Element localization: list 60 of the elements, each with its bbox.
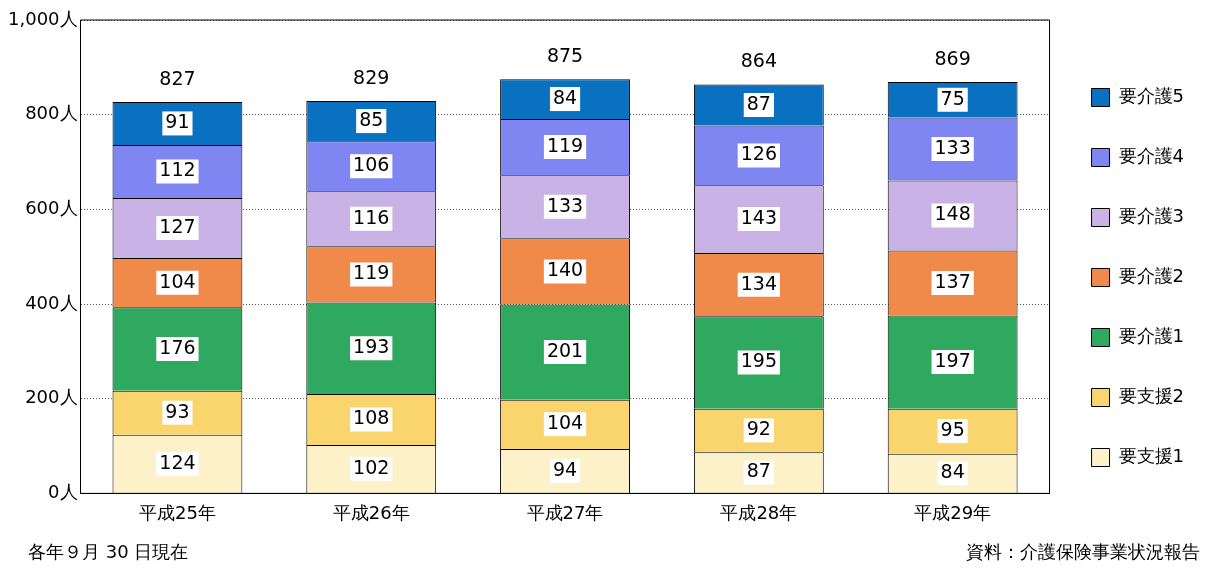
x-tick-label: 平成28年 xyxy=(720,501,798,523)
data-label: 91 xyxy=(165,110,190,133)
data-label: 84 xyxy=(552,86,578,108)
data-label: 106 xyxy=(353,153,390,176)
data-label: 75 xyxy=(940,86,965,109)
data-label: 112 xyxy=(159,158,196,181)
legend-label: 要介護1 xyxy=(1118,325,1184,347)
data-label: 84 xyxy=(940,460,965,483)
data-label: 124 xyxy=(159,450,196,473)
data-label: 108 xyxy=(353,406,390,429)
data-label: 133 xyxy=(934,135,971,158)
data-label: 102 xyxy=(353,455,390,478)
text: 各年９月 30 日現在 xyxy=(28,540,189,564)
total-label: 875 xyxy=(546,44,584,67)
data-label: 197 xyxy=(934,348,971,371)
legend-label: 要介護3 xyxy=(1118,205,1184,227)
y-tick-label: 800人 xyxy=(25,102,78,124)
data-label: 85 xyxy=(359,108,384,131)
total-label: 869 xyxy=(934,46,971,69)
data-label: 119 xyxy=(353,261,390,284)
data-label: 134 xyxy=(740,271,777,294)
total-label: 829 xyxy=(353,65,390,88)
data-label: 140 xyxy=(546,258,584,281)
total-label: 827 xyxy=(159,66,196,89)
data-label: 201 xyxy=(546,339,584,362)
data-label: 195 xyxy=(740,349,777,372)
data-label: 116 xyxy=(353,205,390,228)
legend-label: 要介護2 xyxy=(1118,265,1184,287)
data-label: 87 xyxy=(746,459,771,482)
y-tick-label: 400人 xyxy=(25,291,78,313)
text: 資料：介護保険事業状況報告 xyxy=(966,540,1200,564)
data-label: 137 xyxy=(934,269,971,292)
data-label: 126 xyxy=(740,142,777,165)
y-tick-label: 0人 xyxy=(48,481,78,503)
data-label: 87 xyxy=(746,91,771,114)
data-label: 119 xyxy=(546,134,584,157)
legend-label: 要支援2 xyxy=(1118,385,1184,407)
total-label: 864 xyxy=(740,49,777,72)
data-label: 92 xyxy=(746,417,771,440)
y-tick-label: 1,000人 xyxy=(8,7,78,29)
x-tick-label: 平成26年 xyxy=(332,501,410,523)
data-label: 104 xyxy=(546,411,584,434)
data-label: 95 xyxy=(940,418,965,441)
data-label: 93 xyxy=(165,399,190,422)
legend-label: 要介護4 xyxy=(1118,145,1184,167)
data-label: 94 xyxy=(552,457,578,480)
legend-label: 要介護5 xyxy=(1118,85,1184,107)
data-label: 176 xyxy=(159,335,196,358)
data-label: 143 xyxy=(740,206,777,228)
y-tick-label: 200人 xyxy=(25,386,78,408)
legend-label: 要支援1 xyxy=(1118,445,1184,467)
x-tick-label: 平成25年 xyxy=(138,501,216,523)
data-label: 148 xyxy=(934,202,971,225)
data-label: 104 xyxy=(159,269,196,292)
data-label: 193 xyxy=(353,335,390,358)
x-tick-label: 平成29年 xyxy=(914,501,992,523)
data-label: 127 xyxy=(159,215,196,237)
x-tick-label: 平成27年 xyxy=(526,501,604,523)
y-tick-label: 600人 xyxy=(25,197,78,219)
data-label: 133 xyxy=(546,193,584,216)
